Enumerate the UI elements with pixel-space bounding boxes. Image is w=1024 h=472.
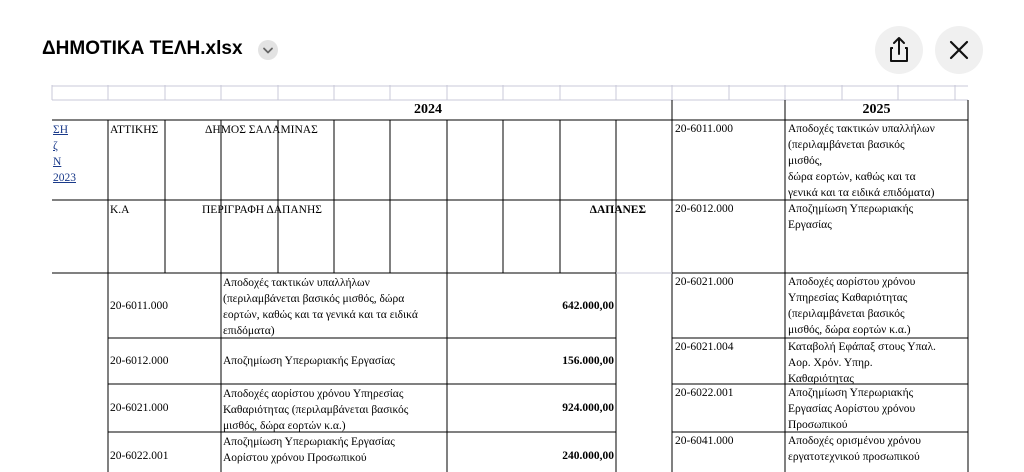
description: Καταβολή Εφάπαξ στους Υπαλ. <box>788 341 936 353</box>
description: μισθός, <box>788 155 823 167</box>
truncated-text: Ν <box>53 156 62 168</box>
close-button[interactable] <box>935 26 983 74</box>
description: μισθός, δώρα εορτών κ.α.) <box>788 324 911 336</box>
description: μισθός, δώρα εορτών κ.α.) <box>223 420 346 432</box>
description: Αποζημίωση Υπερωριακής Εργασίας <box>223 355 395 367</box>
truncated-text: 2023 <box>53 172 76 184</box>
description: Εργασίας <box>788 219 832 231</box>
year-header: 2025 <box>862 102 891 117</box>
description: Αποζημίωση Υπερωριακής <box>788 387 914 399</box>
title-menu-button[interactable] <box>257 39 279 61</box>
file-title: ΔΗΜΟΤΙΚΑ ΤΕΛΗ.xlsx <box>42 38 243 59</box>
region: ΑΤΤΙΚΗΣ <box>110 124 159 136</box>
description: Αποδοχές αορίστου χρόνου <box>788 276 916 288</box>
description: (περιλαμβάνεται βασικός <box>788 139 905 151</box>
account-code: 20-6022.001 <box>110 450 169 462</box>
account-code: 20-6012.000 <box>110 355 169 367</box>
description: εργατοτεχνικού προσωπικού <box>788 451 920 463</box>
toolbar: ΔΗΜΟΤΙΚΑ ΤΕΛΗ.xlsx <box>0 0 1024 85</box>
description: επιδόματα) <box>223 325 275 337</box>
account-code: 20-6022.001 <box>675 387 734 399</box>
description: Αποδοχές αορίστου χρόνου Υπηρεσίας <box>223 388 404 400</box>
truncated-text: ζ <box>53 140 58 152</box>
column-header: ΠΕΡΙΓΡΑΦΗ ΔΑΠΑΝΗΣ <box>202 204 322 216</box>
description: Καθαριότητας (περιλαμβάνεται βασικός <box>223 404 409 416</box>
description: Αορίστου χρόνου Προσωπικού <box>223 452 367 464</box>
municipality: ΔΗΜΟΣ ΣΑΛΑΜΙΝΑΣ <box>205 124 318 136</box>
description: Υπηρεσίας Καθαριότητας <box>788 292 908 304</box>
description: εορτών, καθώς και τα γενικά και τα ειδικ… <box>223 309 418 321</box>
description: (περιλαμβάνεται βασικός <box>788 308 905 320</box>
account-code: 20-6011.000 <box>110 299 169 312</box>
description: δώρα εορτών, καθώς και τα <box>788 171 916 183</box>
description: Αποζημίωση Υπερωριακής Εργασίας <box>223 436 395 448</box>
description: Αποδοχές ορισμένου χρόνου <box>788 435 921 447</box>
description: γενικά και τα ειδικά επιδόματα) <box>788 187 935 199</box>
column-header: ΔΑΠΑΝΕΣ <box>589 204 646 216</box>
account-code: 20-6011.000 <box>675 123 734 135</box>
description: (περιλαμβάνεται βασικός μισθός, δώρα <box>223 293 405 305</box>
account-code: 20-6021.004 <box>675 341 734 353</box>
description: Αποδοχές τακτικών υπαλλήλων <box>223 277 370 289</box>
column-header: Κ.Α <box>110 204 130 216</box>
description: Εργασίας Αορίστου χρόνου <box>788 403 916 415</box>
description: Καθαριότητας <box>788 373 854 385</box>
year-header: 2024 <box>414 102 442 117</box>
amount: 240.000,00 <box>562 450 614 462</box>
account-code: 20-6012.000 <box>675 203 734 215</box>
grid <box>51 85 969 472</box>
account-code: 20-6021.000 <box>675 276 734 288</box>
amount: 924.000,00 <box>562 402 614 414</box>
amount: 642.000,00 <box>562 299 614 312</box>
description: Αορ. Χρόν. Υπηρ. <box>788 357 873 369</box>
account-code: 20-6041.000 <box>675 435 734 447</box>
amount: 156.000,00 <box>562 355 614 367</box>
description: Αποζημίωση Υπερωριακής <box>788 203 914 215</box>
share-button[interactable] <box>875 26 923 74</box>
description: Αποδοχές τακτικών υπαλλήλων <box>788 123 935 135</box>
spreadsheet: ΣΗ ζ Ν 2023 2024 2025 ΑΤΤΙΚΗΣ ΔΗΜΟΣ ΣΑΛΑΜΙΝΑΣ Κ.… <box>0 85 1024 472</box>
description: Προσωπικού <box>788 419 848 431</box>
account-code: 20-6021.000 <box>110 402 169 414</box>
truncated-text: ΣΗ <box>53 124 68 136</box>
